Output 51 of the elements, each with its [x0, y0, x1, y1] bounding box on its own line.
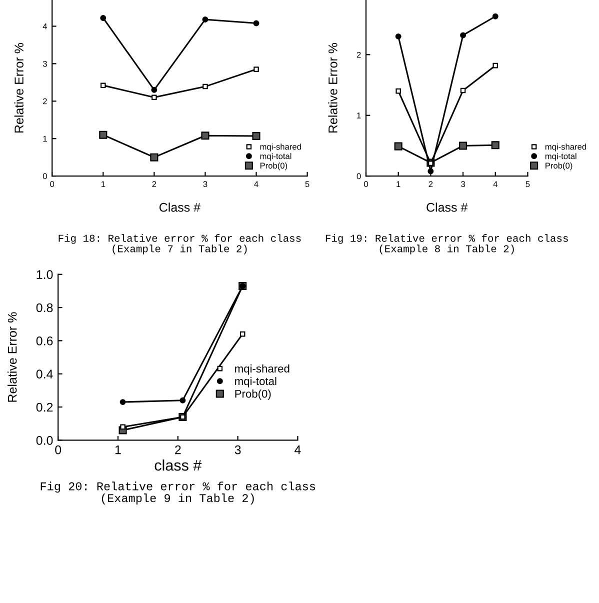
x-tick-label: 4: [294, 446, 301, 454]
y-tick-label: 3: [42, 60, 47, 67]
x-tick-label: 3: [461, 181, 465, 188]
x-tick-label: 0: [364, 181, 368, 188]
y-tick-label: 1: [43, 136, 47, 142]
y-axis-title: Relative Error %: [328, 42, 338, 133]
y-axis-title: Relative Error %: [14, 42, 24, 133]
y-tick-label: 0.2: [36, 402, 53, 412]
legend-label: Prob(0): [546, 162, 572, 170]
legend-label: Prob(0): [235, 390, 271, 400]
x-tick-label: 1: [101, 181, 106, 187]
x-axis-title: Class #: [426, 202, 468, 212]
y-tick-label: 0.6: [36, 336, 53, 346]
x-tick-label: 2: [428, 181, 433, 187]
text: Fig 20: Relative error % for each class: [40, 482, 316, 493]
legend-label: mqi-shared: [260, 144, 301, 152]
text: (Example 7 in Table 2): [112, 244, 247, 254]
x-tick-label: 3: [234, 445, 241, 454]
legend-label: Prob(0): [260, 162, 288, 170]
text: Fig 19: Relative error % for each class: [326, 234, 568, 244]
y-tick-label: 1.0: [36, 270, 53, 280]
x-tick-label: 2: [175, 445, 181, 454]
legend-label: mqi-total: [545, 153, 576, 161]
x-tick-label: 1: [115, 446, 121, 454]
y-tick-label: 1: [357, 112, 361, 118]
x-tick-label: 5: [305, 181, 310, 188]
x-tick-label: 4: [493, 181, 498, 187]
legend-label: mqi-total: [235, 376, 276, 388]
y-axis-title: Relative Error %: [8, 312, 17, 402]
x-tick-label: 2: [152, 181, 156, 187]
legend-label: mqi-shared: [235, 364, 290, 375]
x-axis-title: Class #: [159, 202, 200, 212]
y-tick-label: 0.0: [36, 436, 53, 445]
x-tick-label: 3: [203, 181, 208, 188]
x-tick-label: 5: [526, 181, 530, 188]
y-tick-label: 0: [42, 173, 47, 180]
y-tick-label: 0: [356, 173, 361, 180]
x-tick-label: 1: [396, 181, 400, 187]
y-tick-label: 2: [43, 98, 47, 104]
text: (Example 8 in Table 2): [380, 244, 514, 254]
x-tick-label: 4: [254, 181, 258, 187]
legend-label: mqi-total: [260, 153, 292, 161]
y-tick-label: 0.8: [36, 303, 53, 312]
y-tick-label: 0.4: [36, 370, 53, 379]
x-tick-label: 0: [55, 445, 62, 454]
text: (Example 9 in Table 2): [102, 494, 254, 505]
y-tick-label: 4: [42, 24, 48, 30]
x-axis-title: class #: [154, 459, 202, 471]
text: Fig 18: Relative error % for each class: [58, 234, 301, 244]
y-tick-label: 2: [356, 52, 361, 58]
legend-label: mqi-shared: [545, 144, 586, 152]
